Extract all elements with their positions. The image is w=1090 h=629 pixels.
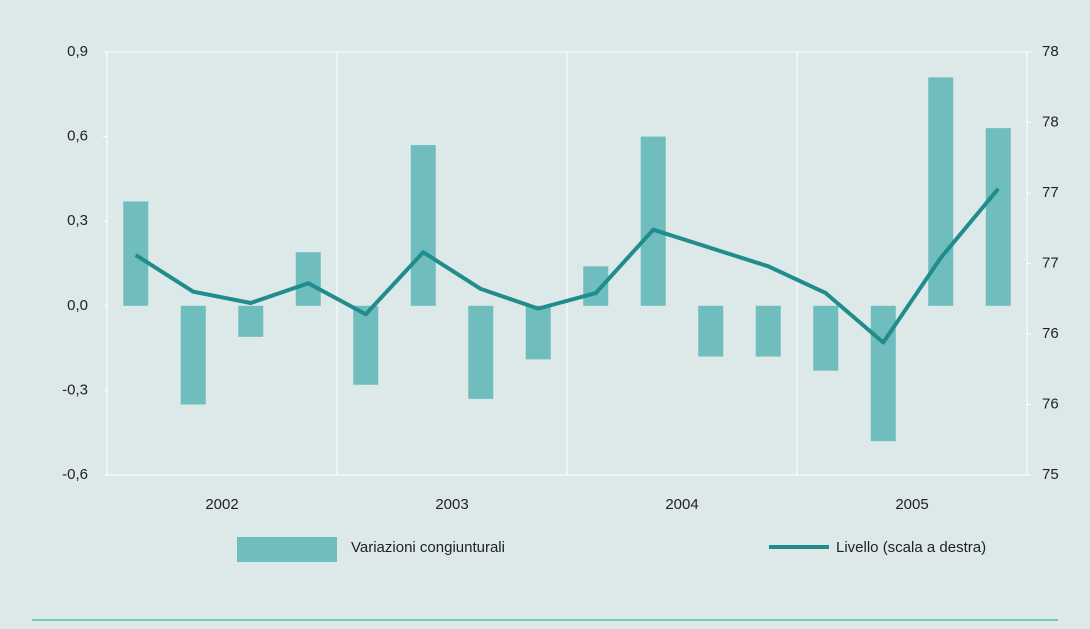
- y2-tick-label: 75: [1042, 466, 1059, 483]
- bar: [295, 252, 321, 306]
- y2-tick-label: 76: [1042, 395, 1059, 412]
- legend-swatch: [237, 537, 337, 562]
- y-tick-label: 0,0: [67, 297, 88, 314]
- bar: [238, 305, 264, 337]
- x-group-label: 2003: [435, 496, 468, 513]
- bar: [755, 305, 781, 357]
- bar: [468, 305, 494, 399]
- line: [134, 187, 1000, 345]
- y2-tick-label: 77: [1042, 254, 1059, 271]
- legend-label: Variazioni congiunturali: [351, 539, 505, 556]
- x-group-label: 2005: [895, 496, 928, 513]
- bar: [123, 201, 149, 306]
- y-tick-label: 0,3: [67, 212, 88, 229]
- y2-tick-label: 78: [1042, 113, 1059, 130]
- y2-tick-label: 78: [1042, 43, 1059, 60]
- bar: [410, 145, 436, 306]
- legend-label: Livello (scala a destra): [836, 539, 986, 556]
- bar: [353, 305, 379, 385]
- bar: [813, 305, 839, 371]
- bar: [525, 305, 551, 360]
- y-tick-label: -0,3: [62, 381, 88, 398]
- y-tick-label: -0,6: [62, 466, 88, 483]
- y2-tick-label: 77: [1042, 184, 1059, 201]
- x-group-label: 2002: [205, 496, 238, 513]
- x-group-label: 2004: [665, 496, 698, 513]
- bar: [640, 136, 666, 306]
- bar: [698, 305, 724, 357]
- y2-tick-label: 76: [1042, 325, 1059, 342]
- y-tick-label: 0,9: [67, 43, 88, 60]
- bar: [985, 128, 1011, 306]
- y-tick-label: 0,6: [67, 128, 88, 145]
- bar: [180, 305, 206, 405]
